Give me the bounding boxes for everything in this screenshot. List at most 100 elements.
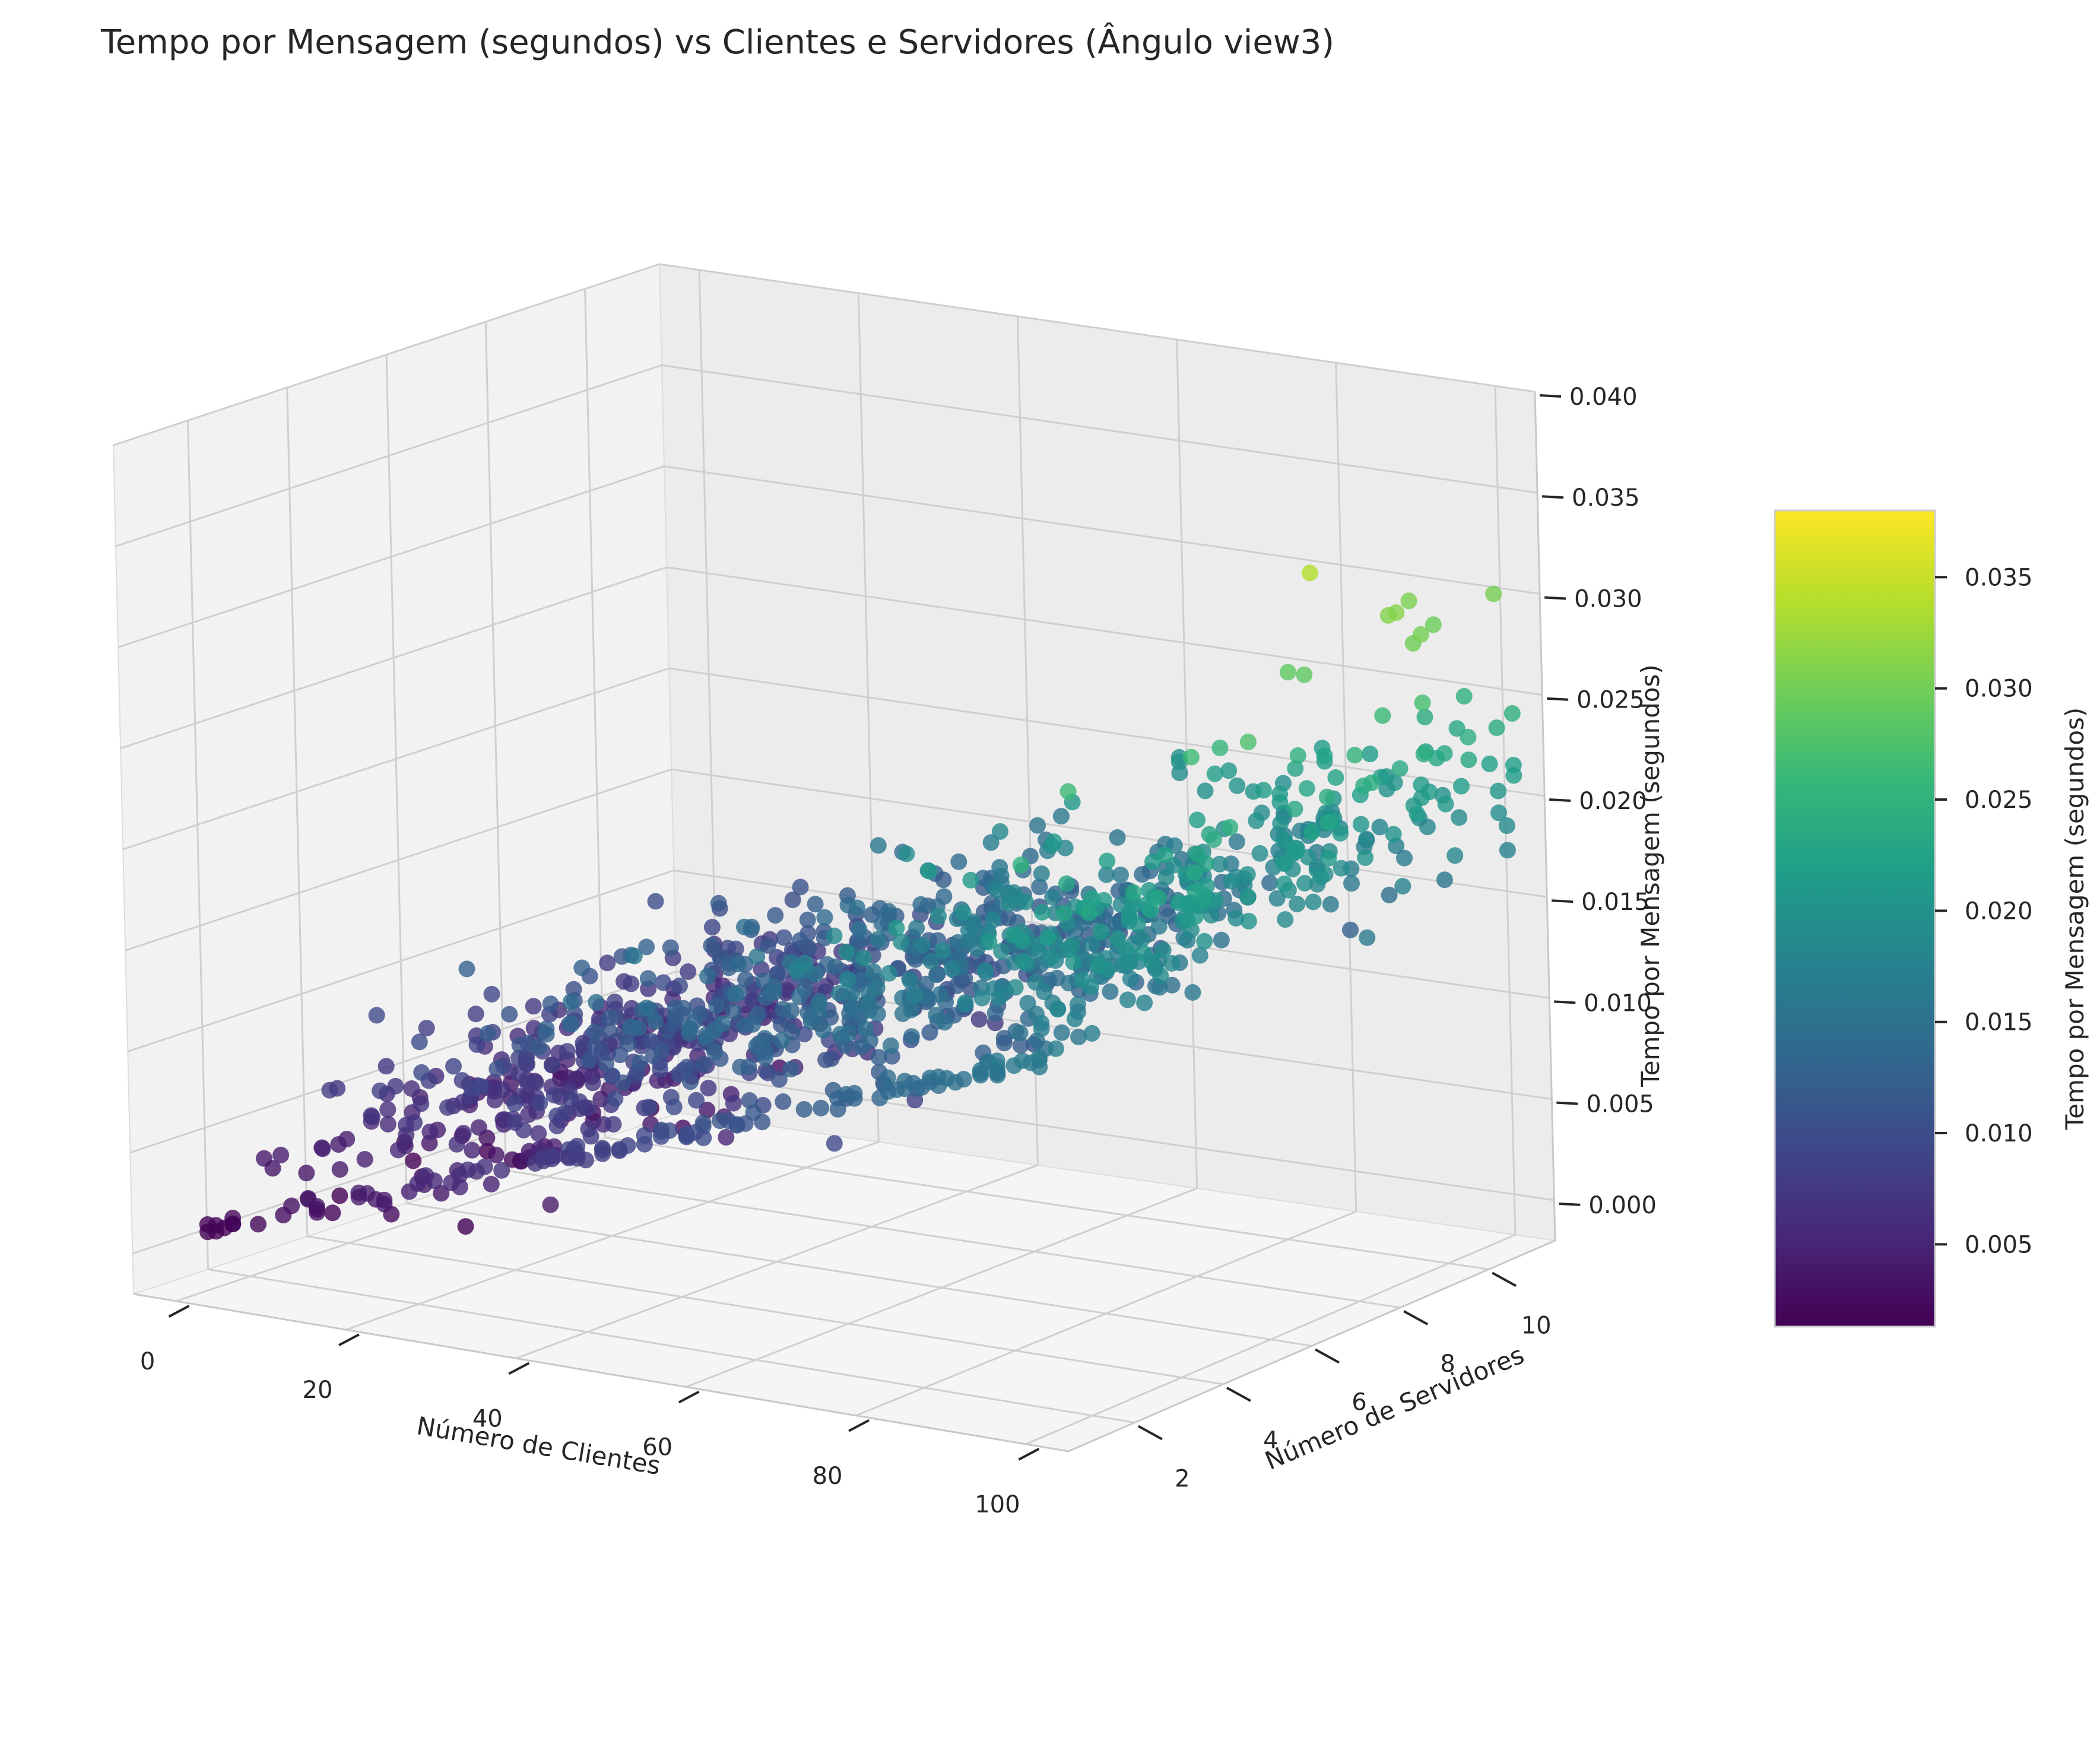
data-point [1198, 855, 1214, 872]
data-point [403, 1080, 420, 1097]
data-point [678, 1058, 696, 1076]
data-point [1211, 855, 1228, 873]
data-point [817, 1051, 835, 1068]
data-point [501, 1006, 518, 1023]
data-point [671, 977, 688, 994]
data-point [597, 1055, 614, 1072]
data-point [1255, 782, 1272, 799]
data-point [1228, 833, 1245, 851]
colorbar-tick-label: 0.005 [1965, 1231, 2033, 1258]
data-point [448, 1135, 465, 1153]
colorbar-ticks: 0.005 0.010 0.015 0.020 0.025 0.030 0.035 [1935, 564, 2033, 1258]
data-point [376, 1191, 393, 1209]
data-point [445, 1058, 462, 1075]
data-point [562, 993, 579, 1010]
data-point [829, 1100, 846, 1118]
data-point [1322, 896, 1339, 913]
data-point [1220, 762, 1238, 779]
data-point [826, 927, 843, 944]
data-point [1186, 864, 1203, 881]
data-point [1030, 1051, 1048, 1068]
data-point [682, 1073, 699, 1090]
data-point [1031, 878, 1048, 896]
z-tick-label: 0.025 [1576, 687, 1645, 714]
colorbar-tick-label: 0.030 [1965, 675, 2033, 703]
data-point [699, 1102, 716, 1119]
data-point [1055, 905, 1073, 922]
data-point [1203, 906, 1220, 924]
y-tick-mark [1492, 1271, 1517, 1287]
data-point [636, 1127, 653, 1144]
data-point [1333, 859, 1350, 877]
data-point [1163, 976, 1181, 994]
data-point [544, 1147, 560, 1165]
data-point [870, 837, 887, 854]
axis-ticks: 0 20 40 60 80 100 2 4 6 8 10 0.000 0.005 0.010 0.015 0.… [140, 383, 1657, 1518]
x-tick-mark [848, 1419, 870, 1432]
data-point [586, 1023, 603, 1041]
data-point [639, 970, 656, 987]
data-point [725, 1095, 742, 1112]
data-point [1327, 769, 1344, 786]
x-tick-label: 60 [642, 1434, 672, 1461]
data-point [580, 1052, 598, 1069]
grid-line-y-floor [605, 1137, 1489, 1270]
data-point [1412, 626, 1429, 643]
data-point [1039, 929, 1057, 946]
data-point [783, 1002, 800, 1019]
data-point [1065, 953, 1082, 970]
data-point [309, 1204, 326, 1221]
z-tick-label: 0.005 [1586, 1091, 1654, 1118]
data-point [493, 1162, 510, 1179]
data-point [708, 997, 725, 1014]
data-point [1239, 734, 1257, 750]
data-point [1425, 616, 1442, 633]
data-point [594, 1141, 611, 1159]
data-point [563, 1016, 580, 1033]
data-point [849, 899, 865, 916]
data-point [775, 1093, 792, 1110]
z-tick-label: 0.030 [1574, 585, 1642, 613]
data-point [605, 1116, 622, 1133]
data-point [582, 1128, 599, 1145]
data-point [1490, 804, 1507, 822]
data-point [1296, 666, 1313, 683]
data-point [1011, 1025, 1029, 1042]
data-point [331, 1161, 348, 1178]
data-point [464, 1141, 481, 1159]
data-point [796, 1026, 813, 1043]
data-point [662, 939, 679, 956]
data-point [773, 1032, 790, 1049]
grid-line-z-left [125, 768, 672, 951]
data-point [1275, 832, 1292, 849]
data-point [955, 1071, 972, 1088]
data-point [368, 1007, 385, 1024]
data-point [1301, 564, 1318, 582]
data-point [855, 950, 872, 967]
data-point [826, 1135, 843, 1152]
data-point [703, 919, 721, 935]
data-point [1189, 811, 1206, 829]
data-point [1239, 866, 1256, 883]
data-point [433, 1185, 450, 1202]
z-tick-mark [1556, 1101, 1578, 1105]
data-point [1436, 871, 1453, 889]
data-point [620, 1035, 637, 1052]
colorbar-tick-label: 0.010 [1965, 1120, 2033, 1147]
data-point [880, 965, 897, 982]
data-point [1371, 819, 1388, 836]
data-point [1320, 849, 1337, 867]
data-point [1098, 866, 1115, 883]
data-point [1316, 747, 1333, 764]
data-point [769, 965, 786, 982]
data-point [1099, 852, 1116, 870]
data-point [1014, 932, 1031, 950]
data-point [870, 931, 887, 948]
data-point [775, 929, 792, 946]
data-point [479, 1025, 496, 1042]
z-tick-label: 0.015 [1581, 889, 1649, 916]
data-point [1421, 784, 1438, 801]
data-point [557, 1104, 574, 1121]
data-point [744, 1016, 762, 1033]
